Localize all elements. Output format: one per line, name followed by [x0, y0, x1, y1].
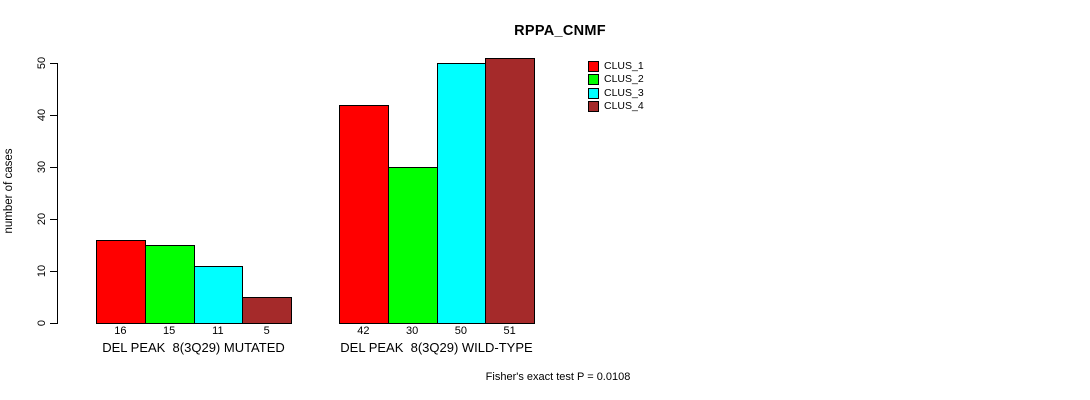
- bar-clus_3-category-2: [436, 63, 487, 324]
- y-axis-tick: [50, 323, 57, 324]
- bar-clus_1-category-1: [96, 239, 146, 324]
- y-axis-tick-label: 0: [36, 319, 48, 327]
- bar-value-label: 5: [263, 325, 270, 337]
- y-axis-tick-label: 20: [36, 212, 48, 226]
- bar-value-label: 30: [406, 325, 419, 337]
- y-axis-tick-label: 50: [36, 56, 48, 70]
- y-axis-tick: [50, 219, 57, 220]
- bar-clus_4-category-1: [242, 297, 292, 324]
- legend-item-clus_1: CLUS_1: [588, 61, 644, 72]
- y-axis-tick-label: 10: [36, 264, 48, 278]
- y-axis-title: number of cases: [3, 148, 15, 234]
- y-axis-tick: [50, 63, 57, 64]
- legend-swatch-clus_1: [588, 61, 599, 72]
- legend-label: CLUS_1: [604, 60, 644, 72]
- y-axis-tick: [50, 115, 57, 116]
- chart-title: RPPA_CNMF: [514, 23, 606, 39]
- bar-clus_2-category-1: [144, 245, 195, 324]
- bar-value-label: 11: [212, 325, 224, 337]
- fisher-test-annotation: Fisher's exact test P = 0.0108: [485, 371, 631, 383]
- bar-clus_1-category-2: [339, 104, 389, 324]
- y-axis-tick: [50, 167, 57, 168]
- bar-value-label: 15: [163, 325, 176, 337]
- legend-item-clus_2: CLUS_2: [588, 73, 644, 86]
- bar-value-label: 50: [454, 325, 467, 337]
- y-axis-tick: [50, 271, 57, 272]
- bar-clus_4-category-2: [485, 57, 535, 324]
- bar-value-label: 16: [114, 325, 127, 337]
- y-axis-tick-label: 30: [36, 160, 48, 174]
- x-axis-category-label: DEL PEAK 8(3Q29) MUTATED: [102, 340, 285, 355]
- bar-value-label: 51: [503, 325, 516, 337]
- y-axis-tick-label: 40: [36, 108, 48, 122]
- legend-label: CLUS_2: [604, 73, 644, 86]
- y-axis-line: [57, 63, 58, 324]
- legend-swatch-clus_3: [588, 87, 599, 99]
- legend-swatch-clus_2: [588, 74, 599, 86]
- legend-label: CLUS_4: [604, 99, 644, 112]
- bar-clus_3-category-1: [193, 265, 244, 324]
- bar-clus_2-category-2: [387, 167, 438, 324]
- x-axis-category-label: DEL PEAK 8(3Q29) WILD-TYPE: [340, 340, 533, 355]
- legend-label: CLUS_3: [604, 86, 644, 99]
- bar-value-label: 42: [357, 325, 370, 337]
- legend-swatch-clus_4: [588, 100, 599, 112]
- legend-item-clus_4: CLUS_4: [588, 99, 644, 112]
- legend-item-clus_3: CLUS_3: [588, 86, 644, 99]
